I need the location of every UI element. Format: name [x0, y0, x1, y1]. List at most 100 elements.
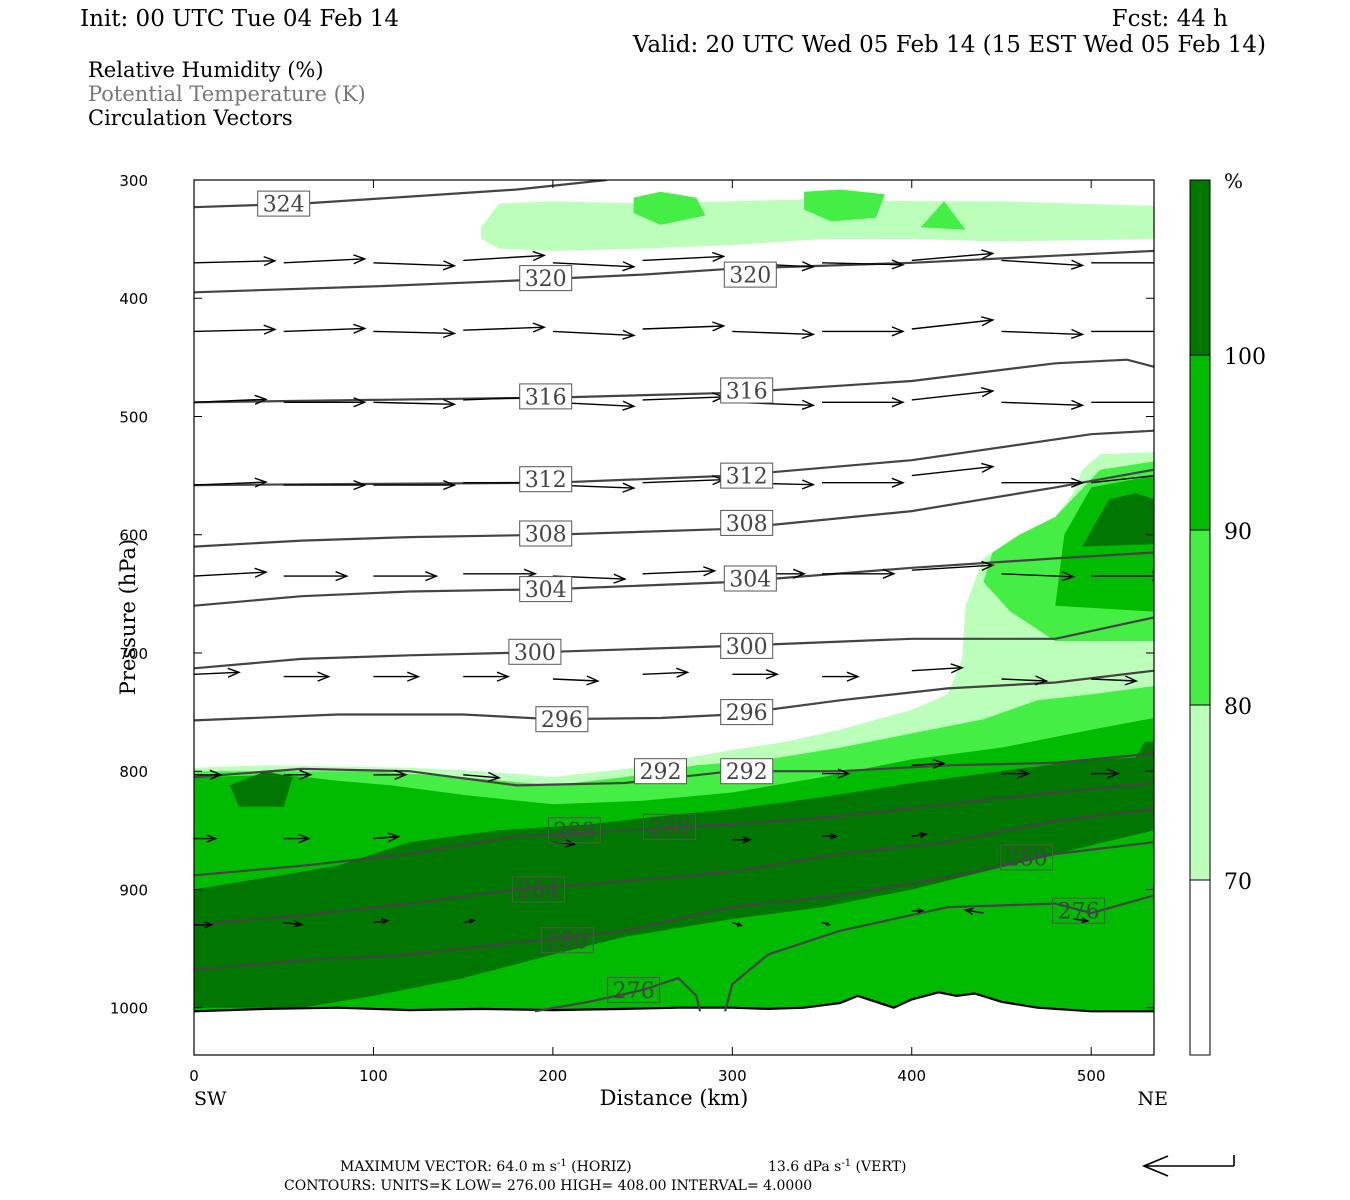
theta-label-text: 324 — [263, 193, 305, 218]
theta-contour-label: 276 — [607, 977, 661, 1004]
wind-vector-head — [891, 477, 905, 488]
theta-contour-label: 288 — [643, 813, 696, 841]
valid-time: Valid: 20 UTC Wed 05 Feb 14 (15 EST Wed … — [632, 32, 1266, 58]
wind-vector-shaft — [283, 258, 365, 264]
wind-vector-shaft — [194, 571, 267, 577]
theta-contour-308-7 — [194, 468, 1154, 548]
wind-vector-head — [830, 833, 839, 840]
theta-contour-label: 304 — [723, 565, 777, 593]
theta-label-box — [1000, 844, 1054, 871]
wind-vector — [1001, 477, 1085, 488]
colorbar: 70 80 90 100% — [1189, 169, 1266, 1056]
wind-vector — [1091, 262, 1154, 264]
theta-contour-label: 324 — [257, 190, 311, 218]
wind-vector-shaft — [463, 326, 545, 331]
theta-contour-296-13 — [194, 669, 1154, 722]
wind-vector — [1091, 675, 1139, 686]
wind-vector-head — [335, 571, 349, 582]
contour-info-note: CONTOURS: UNITS=K LOW= 276.00 HIGH= 408.… — [284, 1178, 812, 1194]
wind-vector — [373, 769, 408, 780]
theta-label-text: 292 — [726, 760, 768, 785]
wind-vector-shaft — [1073, 918, 1088, 922]
theta-contour-316-3 — [194, 358, 1154, 404]
wind-vector — [822, 568, 896, 579]
wind-vector-head — [442, 327, 457, 339]
wind-vector — [642, 667, 690, 678]
theta-label-text: 300 — [726, 635, 768, 660]
wind-vector — [373, 832, 401, 843]
rh-region-100-9 — [194, 757, 1154, 1008]
wind-vector-shaft — [1001, 401, 1083, 406]
theta-label-box — [634, 758, 687, 785]
x-tick-label: 500 — [1077, 1067, 1106, 1085]
wind-vector — [463, 671, 511, 682]
theta-label-box — [519, 383, 573, 410]
y-tick-label: 700 — [119, 645, 148, 663]
theta-contour-276-22 — [534, 976, 702, 1013]
wind-vector — [1091, 571, 1154, 582]
wind-vector-head — [919, 832, 929, 839]
theta-label-box — [720, 462, 774, 489]
wind-vector — [911, 249, 995, 262]
wind-vector — [552, 675, 600, 686]
colorbar-bin — [1189, 879, 1211, 1056]
theta-label-text: 288 — [649, 816, 691, 841]
wind-vector — [822, 768, 851, 779]
wind-vector — [194, 477, 268, 488]
wind-vector — [822, 326, 905, 337]
wind-vector — [373, 571, 439, 582]
wind-vector-shaft — [463, 254, 545, 262]
wind-vector — [463, 322, 547, 333]
wind-vector-head — [703, 566, 717, 577]
x-tick-label: 0 — [189, 1067, 199, 1085]
wind-vector-head — [676, 667, 690, 678]
x-tick-label: 100 — [359, 1067, 388, 1085]
wind-vector-head — [254, 477, 268, 488]
wind-vector-head — [1061, 571, 1076, 582]
wind-vector — [194, 567, 268, 578]
wind-vector — [732, 669, 780, 680]
theta-label-box — [512, 876, 565, 903]
theta-label-box — [643, 813, 696, 840]
theta-contour-label: 292 — [634, 758, 687, 785]
cross-section-plot: 324 320 320 316 316 312 312 308 308 304 304 300 300 2… — [110, 172, 1155, 1085]
wind-vector-shaft — [1001, 678, 1047, 682]
wind-vector — [194, 921, 214, 929]
theta-label-text: 288 — [553, 819, 595, 844]
wind-vector-shaft — [194, 671, 240, 675]
theta-contour-288-17 — [194, 781, 1154, 877]
terrain-surface-line — [194, 991, 1154, 1013]
wind-vector — [1001, 768, 1031, 779]
wind-vector-head — [801, 328, 816, 340]
theta-contour-label: 280 — [1000, 844, 1054, 872]
wind-vector-head — [298, 833, 311, 844]
wind-vector — [373, 479, 457, 491]
theta-label-box — [720, 509, 774, 536]
theta-label-box — [720, 377, 774, 404]
x-tick-label: 200 — [539, 1067, 568, 1085]
wind-vector — [1073, 917, 1090, 924]
theta-label-box — [547, 817, 601, 844]
theta-label-text: 284 — [518, 879, 560, 904]
wind-vector-shaft — [194, 328, 276, 333]
wind-vector-head — [317, 671, 331, 682]
x-tick-label: 300 — [718, 1067, 747, 1085]
theta-contour-label: 320 — [723, 261, 777, 289]
theta-contour-label: 312 — [519, 466, 573, 493]
below-ground-mask — [194, 992, 1154, 1055]
wind-vector-shaft — [642, 325, 724, 330]
x-end-label-left: SW — [194, 1088, 227, 1110]
wind-vector-head — [425, 571, 439, 582]
theta-label-text: 316 — [726, 380, 768, 405]
wind-vector-shaft — [965, 909, 984, 914]
colorbar-bin — [1189, 529, 1211, 706]
theta-contour-label: 320 — [519, 265, 573, 292]
wind-vector-head — [846, 671, 860, 682]
wind-vector — [283, 397, 367, 408]
wind-vector-head — [932, 758, 947, 770]
wind-vector-shaft — [552, 678, 598, 682]
wind-vector-head — [353, 479, 367, 491]
wind-vector-head — [487, 771, 502, 782]
wind-vector — [911, 758, 947, 770]
wind-vector — [194, 769, 223, 780]
